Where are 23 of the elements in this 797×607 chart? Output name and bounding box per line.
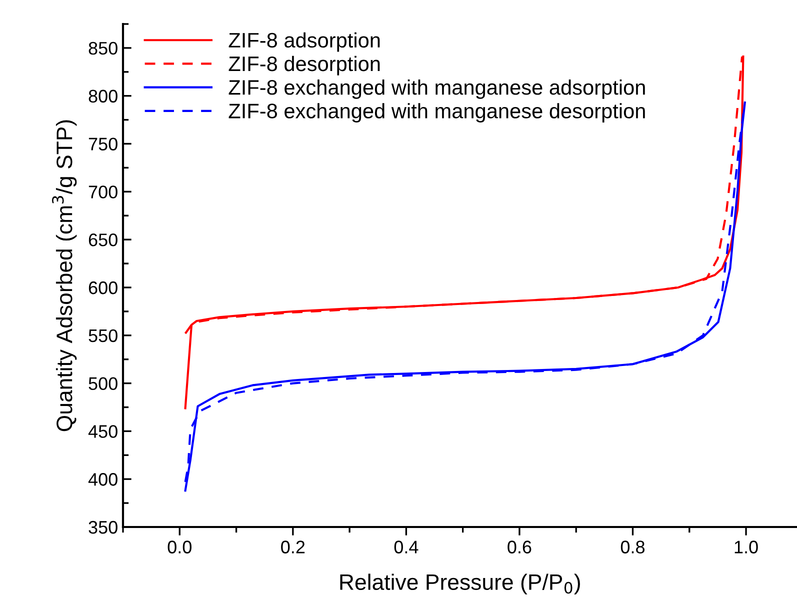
legend-label: ZIF-8 adsorption	[228, 32, 380, 52]
x-tick-label: 0.4	[394, 540, 418, 554]
y-tick-label: 650	[88, 234, 118, 246]
y-tick-label: 750	[88, 138, 118, 150]
y-tick-label: 450	[88, 425, 118, 438]
legend-label: ZIF-8 exchanged with manganese adsorption	[228, 80, 645, 99]
y-tick-label: 550	[88, 329, 118, 342]
y-tick-label: 350	[88, 520, 118, 534]
x-tick-label: 0.6	[508, 540, 532, 554]
y-tick-label: 500	[88, 377, 118, 390]
y-tick-label: 850	[88, 42, 118, 55]
x-tick-label: 0.0	[168, 540, 192, 554]
y-tick-label: 400	[88, 473, 118, 486]
x-tick-label: 1.0	[734, 540, 758, 554]
y-tick-label: 700	[88, 186, 118, 198]
legend-label: ZIF-8 desorption	[228, 56, 380, 76]
x-axis-title: Relative Pressure (P/P$_{0}$)	[340, 574, 580, 594]
legend-label: ZIF-8 exchanged with manganese desorption	[228, 103, 645, 123]
x-tick-label: 0.2	[281, 540, 305, 554]
x-tick-label: 0.8	[620, 540, 645, 554]
y-tick-label: 600	[88, 281, 118, 294]
y-tick-label: 800	[88, 90, 118, 103]
y-axis-title: Quantity Adsorbed (cm$^{3}$/g STP)	[52, 120, 77, 432]
